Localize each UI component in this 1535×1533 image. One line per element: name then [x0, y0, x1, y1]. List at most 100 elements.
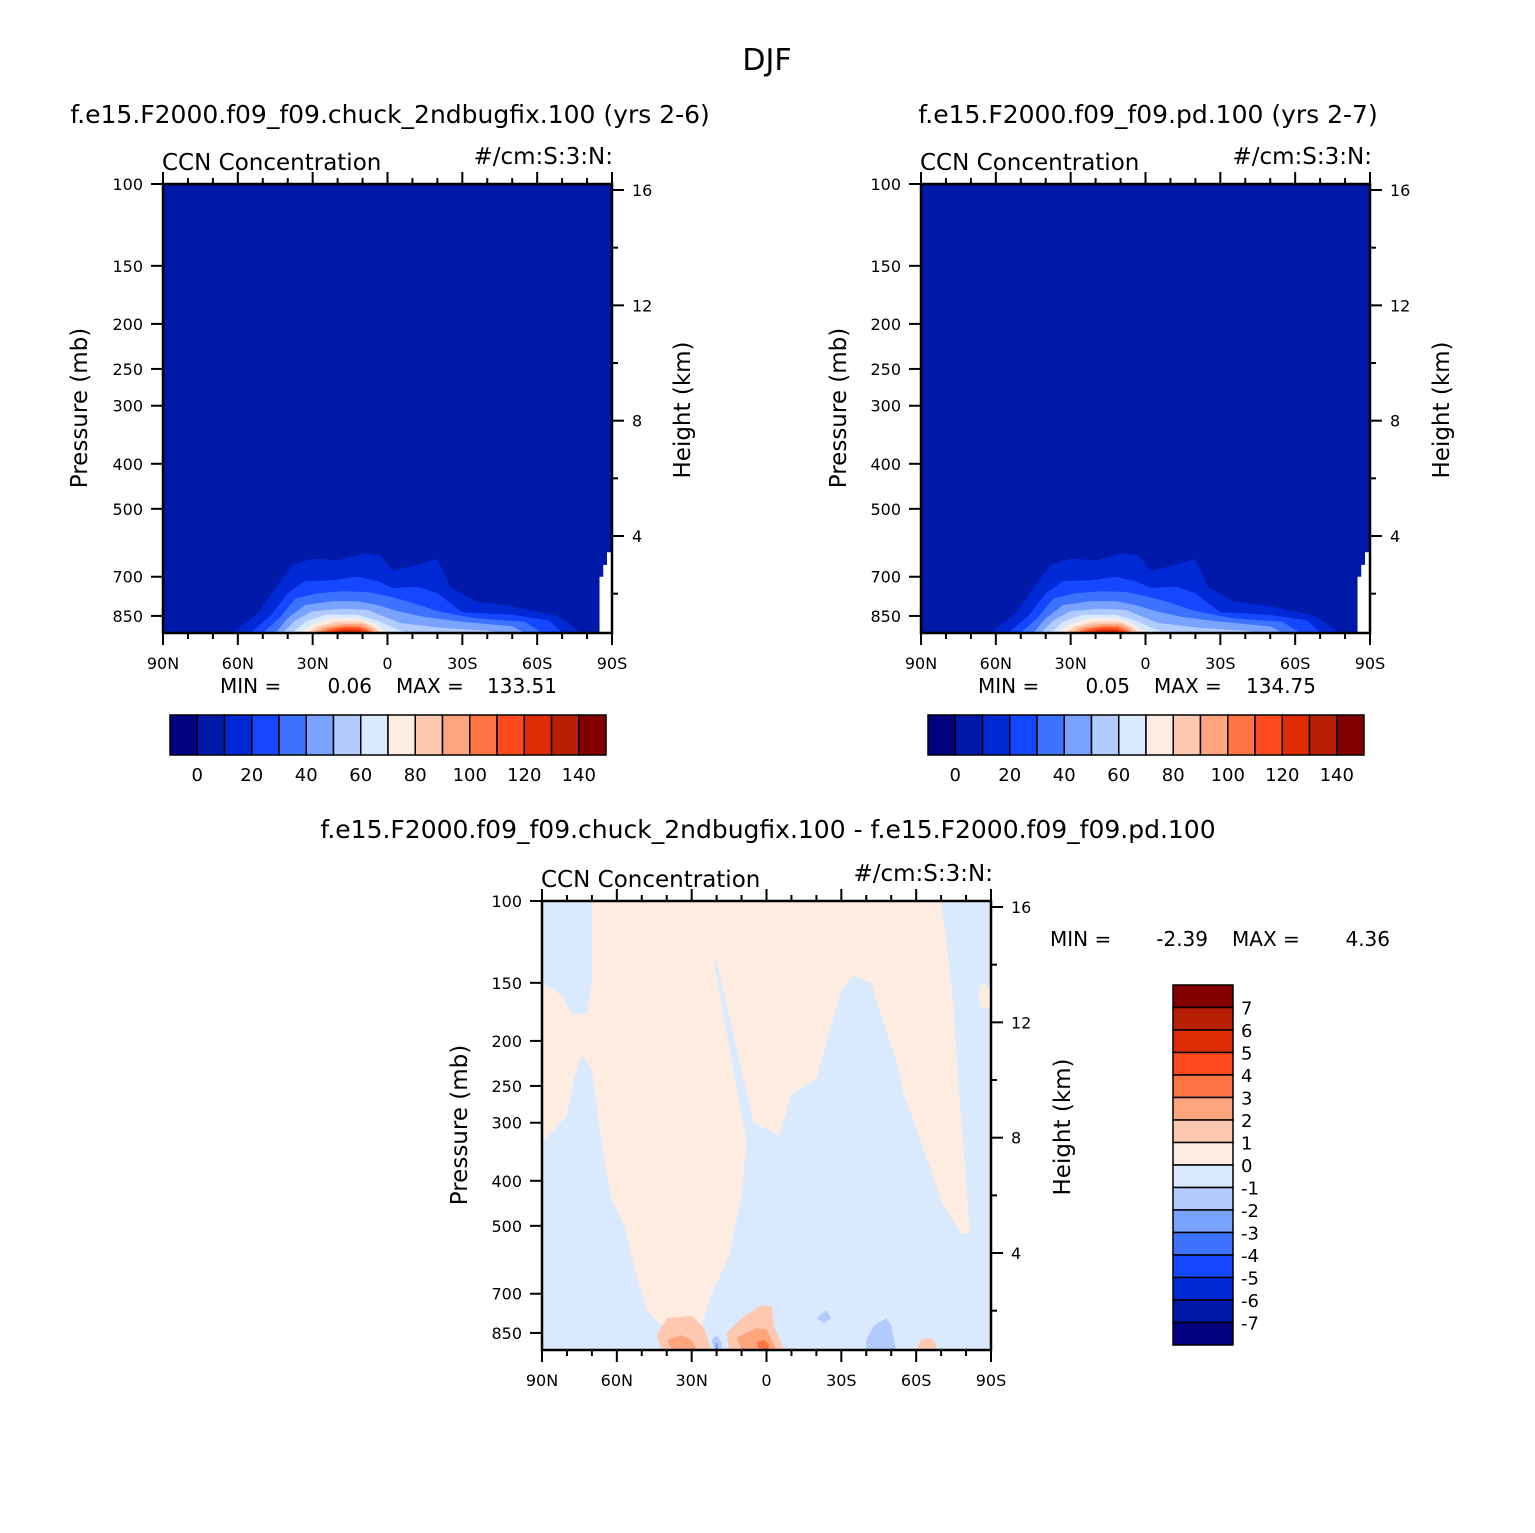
colorbar-box — [1308, 714, 1338, 756]
colorbar-box — [387, 714, 416, 756]
colorbar-box — [196, 714, 226, 756]
contour-plot: 90N 60N 30N 0 30S 60S 90S 100 150 200 250 300 400 500… — [112, 172, 652, 673]
colorbar-label: 80 — [1162, 765, 1185, 786]
x-tick-label: 30S — [826, 1371, 857, 1390]
contour-level-fill — [941, 901, 991, 1350]
y-tick-label: 500 — [491, 1217, 522, 1236]
colorbar-label: -5 — [1241, 1269, 1259, 1290]
colorbar-label: 3 — [1241, 1089, 1252, 1110]
x-tick-label: 90N — [526, 1371, 558, 1390]
y-axis-label: Pressure (mb) — [447, 1045, 473, 1205]
colorbar-box — [1172, 1186, 1234, 1211]
plot-units: #/cm:S:3:N: — [1232, 144, 1372, 170]
colorbar-label: 2 — [1241, 1111, 1252, 1132]
colorbar-box — [1172, 1096, 1234, 1121]
colorbar-label: 0 — [1241, 1156, 1252, 1177]
colorbar-label: 120 — [1265, 765, 1299, 786]
colorbar-box — [1227, 714, 1256, 756]
contour-level-fill — [916, 1337, 937, 1350]
max-value: 134.75 — [1246, 674, 1316, 698]
colorbar-box — [469, 714, 498, 756]
plot-units: #/cm:S:3:N: — [473, 144, 613, 170]
y2-axis-label: Height (km) — [1429, 341, 1455, 478]
y2-tick-label: 16 — [632, 181, 652, 200]
colorbar-box — [1172, 1321, 1234, 1346]
missing-data-area — [1365, 552, 1370, 633]
colorbar-box — [1172, 1006, 1234, 1031]
x-tick-label: 30N — [676, 1371, 708, 1390]
y2-tick-label: 4 — [632, 527, 642, 546]
colorbar-box — [1172, 1029, 1234, 1054]
y-tick-label: 150 — [112, 257, 143, 276]
y2-axis-label: Height (km) — [670, 341, 696, 478]
x-tick-label: 60N — [980, 654, 1012, 673]
max-label: MAX = — [396, 674, 464, 698]
colorbar-label: 40 — [295, 765, 318, 786]
contour-level-fill — [866, 1318, 897, 1350]
plot-left-title: CCN Concentration — [541, 867, 760, 893]
x-tick-label: 30S — [447, 654, 478, 673]
colorbar-box — [1063, 714, 1093, 756]
colorbar-box — [441, 714, 471, 756]
colorbar: 0 20 40 60 80 100 120 140 — [169, 714, 607, 786]
contour-level-fill — [666, 1335, 697, 1350]
colorbar-label: 4 — [1241, 1066, 1252, 1087]
max-label: MAX = — [1154, 674, 1222, 698]
contour-level-fill — [711, 1335, 722, 1350]
panel-control: f.e15.F2000.f09_f09.pd.100 (yrs 2-7) CCN… — [826, 100, 1455, 786]
panel-header: f.e15.F2000.f09_f09.chuck_2ndbugfix.100 … — [70, 100, 710, 129]
colorbar-box — [1090, 714, 1120, 756]
colorbar-box — [1172, 1164, 1234, 1189]
x-tick-label: 90S — [1355, 654, 1386, 673]
y-tick-label: 150 — [491, 974, 522, 993]
colorbar-label: -7 — [1241, 1314, 1259, 1335]
y-tick-label: 200 — [112, 315, 143, 334]
x-tick-label: 60S — [1280, 654, 1311, 673]
y-axis-label: Pressure (mb) — [826, 328, 852, 488]
y-tick-label: 400 — [870, 455, 901, 474]
colorbar-box — [278, 714, 307, 756]
colorbar-box — [1172, 1276, 1234, 1301]
contour-level-fill — [542, 901, 592, 1014]
colorbar-label: 60 — [1107, 765, 1130, 786]
contour-level-fill — [701, 961, 991, 1350]
x-tick-label: 60S — [522, 654, 553, 673]
colorbar-label: 100 — [453, 765, 487, 786]
x-tick-label: 0 — [761, 1371, 771, 1390]
y-tick-label: 500 — [870, 500, 901, 519]
colorbar-box — [1172, 1231, 1234, 1256]
colorbar-label: 6 — [1241, 1021, 1252, 1042]
colorbar-label: -1 — [1241, 1179, 1259, 1200]
colorbar-box — [496, 714, 525, 756]
colorbar-label: 140 — [562, 765, 596, 786]
colorbar-label: -6 — [1241, 1291, 1259, 1312]
min-label: MIN = — [978, 674, 1039, 698]
panel-header: f.e15.F2000.f09_f09.pd.100 (yrs 2-7) — [918, 100, 1377, 129]
colorbar-box — [332, 714, 362, 756]
max-value: 4.36 — [1345, 927, 1390, 951]
missing-data-area — [607, 552, 612, 633]
colorbar: 0 20 40 60 80 100 120 140 — [927, 714, 1365, 786]
colorbar-label: 140 — [1320, 765, 1354, 786]
colorbar-label: -2 — [1241, 1201, 1259, 1222]
plot-left-title: CCN Concentration — [162, 150, 381, 176]
colorbar-box — [1172, 1299, 1234, 1324]
x-tick-label: 30S — [1205, 654, 1236, 673]
y2-tick-label: 4 — [1390, 527, 1400, 546]
min-value: 0.06 — [327, 674, 372, 698]
x-tick-label: 90S — [597, 654, 628, 673]
colorbar-label: 7 — [1241, 999, 1252, 1020]
y2-tick-label: 8 — [632, 412, 642, 431]
colorbar-box — [1172, 1141, 1234, 1166]
colorbar-box — [1172, 1209, 1234, 1234]
y-tick-label: 500 — [112, 500, 143, 519]
y2-tick-label: 8 — [1390, 412, 1400, 431]
figure-title: DJF — [742, 43, 791, 78]
colorbar-box — [360, 714, 389, 756]
contour-plot: 90N 60N 30N 0 30S 60S 90S 100 150 200 250 300 400 500… — [491, 889, 1031, 1390]
colorbar-label: 20 — [998, 765, 1021, 786]
colorbar-label: 0 — [950, 765, 961, 786]
colorbar-label: 100 — [1211, 765, 1245, 786]
